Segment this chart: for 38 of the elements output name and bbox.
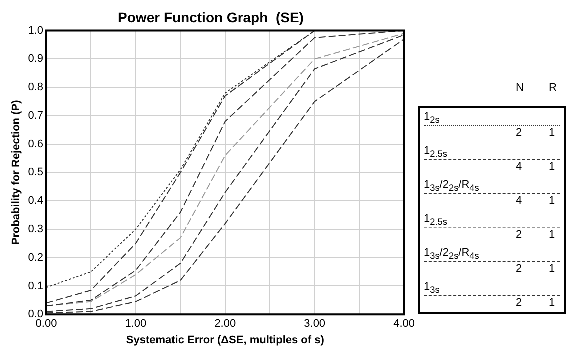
text: 1: [549, 297, 556, 309]
chart-title: Power Function Graph (SE): [118, 9, 304, 26]
y-tick-label: 0.9: [28, 53, 44, 66]
x-tick-label: 0.00: [36, 318, 58, 330]
text: R: [549, 82, 557, 94]
text: N: [516, 82, 524, 94]
text: 1: [549, 127, 556, 139]
text: 2: [516, 297, 522, 309]
text: 1$_{3s}$/2$_{2s}$/R$_{4s}$: [424, 247, 480, 262]
text: 1$_{3s}$: [424, 281, 440, 296]
x-axis-title: Systematic Error (ΔSE, multiples of s): [126, 334, 325, 346]
y-tick-label: 0.7: [28, 110, 44, 122]
x-tick-label: 1.00: [125, 318, 147, 330]
text: 2: [516, 263, 522, 275]
text: 1$_{2.5s}$: [424, 213, 448, 228]
text: 1$_{2s}$: [424, 111, 440, 126]
x-tick-label: 2.00: [214, 318, 236, 330]
x-tick-label: 4.00: [394, 318, 416, 330]
y-axis-title: Probability for Rejection (P): [10, 100, 23, 246]
y-tick-label: 1.0: [28, 24, 44, 37]
text: 1: [549, 195, 556, 207]
y-tick-label: 0.4: [28, 195, 44, 208]
text: 1$_{2.5s}$: [424, 145, 448, 160]
text: 4: [516, 195, 522, 207]
text: 1: [549, 229, 556, 241]
y-tick-label: 0.1: [28, 280, 44, 292]
text: 2: [516, 229, 522, 241]
text: 4: [516, 161, 522, 173]
text: 1$_{3s}$/2$_{2s}$/R$_{4s}$: [424, 179, 480, 194]
y-tick-label: 0.5: [28, 166, 44, 179]
text: 1: [549, 263, 556, 275]
x-tick-label: 3.00: [304, 318, 326, 330]
y-tick-label: 0.3: [28, 223, 44, 236]
y-tick-label: 0.8: [28, 82, 44, 94]
y-tick-label: 0.2: [28, 252, 44, 264]
text: 1: [549, 161, 556, 173]
text: 2: [516, 127, 522, 139]
y-tick-label: 0.6: [28, 138, 44, 150]
